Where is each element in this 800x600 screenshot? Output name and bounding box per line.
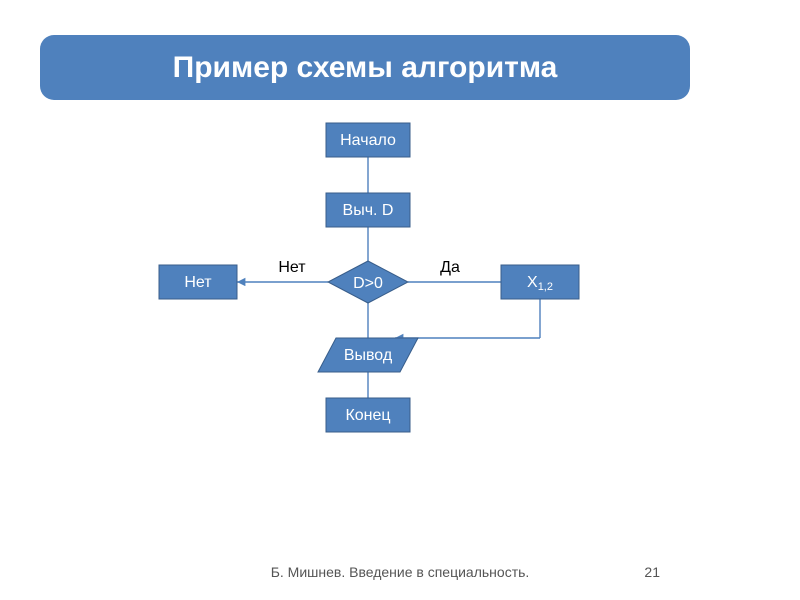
node-end-label: Конец [345, 407, 390, 424]
node-calc-label: Выч. D [343, 202, 394, 219]
node-no-label: Нет [184, 274, 212, 291]
edge-label-yes: Да [440, 259, 460, 276]
edge-label-no: Нет [278, 259, 306, 276]
slide-footer: Б. Мишнев. Введение в специальность. [0, 564, 800, 580]
flowchart: Нет Да Начало Выч. D D>0 Нет X1,2 Вывод … [0, 0, 800, 600]
node-output-label: Вывод [344, 347, 393, 364]
node-cond-label: D>0 [353, 275, 383, 292]
page-number: 21 [644, 564, 660, 580]
node-start-label: Начало [340, 132, 396, 149]
